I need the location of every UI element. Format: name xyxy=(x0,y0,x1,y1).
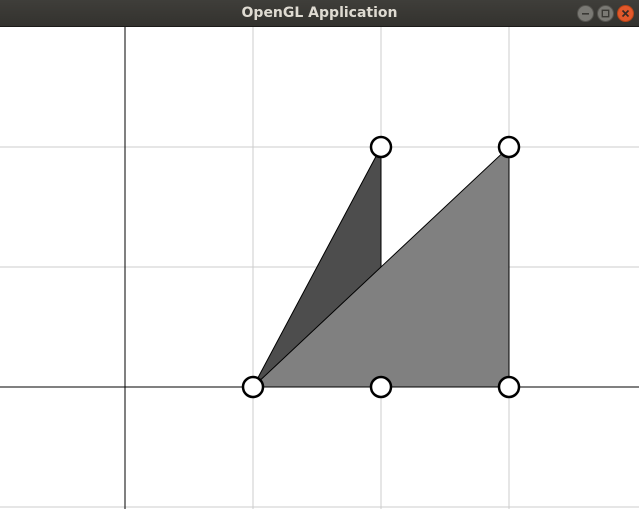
close-button[interactable] xyxy=(617,5,634,22)
minimize-icon xyxy=(582,13,589,15)
control-point-handle[interactable] xyxy=(369,375,393,399)
control-point-handle[interactable] xyxy=(497,375,521,399)
title-bar[interactable]: OpenGL Application xyxy=(0,0,639,27)
maximize-icon xyxy=(601,9,610,18)
scene-viewport[interactable] xyxy=(0,27,639,509)
window-controls xyxy=(577,5,634,22)
close-icon xyxy=(621,9,630,18)
control-point-handle[interactable] xyxy=(497,135,521,159)
control-point-handle[interactable] xyxy=(241,375,265,399)
control-point-handle[interactable] xyxy=(369,135,393,159)
maximize-button[interactable] xyxy=(597,5,614,22)
minimize-button[interactable] xyxy=(577,5,594,22)
opengl-canvas[interactable] xyxy=(0,27,639,509)
window-title: OpenGL Application xyxy=(241,5,398,21)
